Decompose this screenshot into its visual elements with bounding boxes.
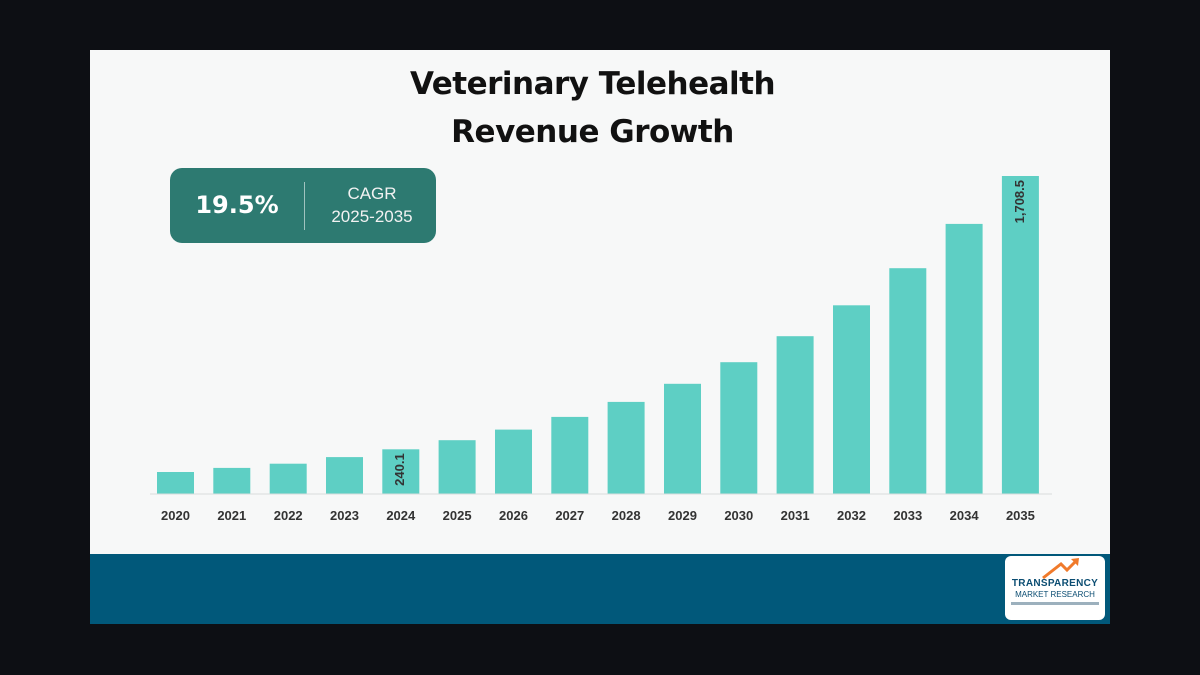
x-tick-label: 2024 bbox=[386, 508, 416, 523]
chart-title-line-1: Veterinary Telehealth bbox=[409, 66, 776, 102]
cagr-value: 19.5% bbox=[195, 191, 279, 219]
x-tick-label: 2029 bbox=[668, 508, 697, 523]
bar-2031 bbox=[776, 336, 814, 494]
bar-2026 bbox=[495, 429, 532, 494]
bar-2021 bbox=[213, 467, 251, 494]
cagr-callout: 19.5% CAGR 2025-2035 bbox=[170, 168, 436, 243]
labels-group: 2020 2021 2022 2023 2024 2025 2026 2027 2028 2029… bbox=[161, 180, 1035, 523]
data-label-2024: 240.1 bbox=[392, 453, 407, 486]
cagr-divider bbox=[304, 182, 305, 230]
x-tick-label: 2026 bbox=[499, 508, 528, 523]
bar-2027 bbox=[551, 416, 589, 494]
bar-2022 bbox=[269, 463, 307, 494]
bar-2024 bbox=[382, 449, 420, 494]
logo-text-primary: TRANSPARENCY bbox=[1011, 578, 1099, 589]
bar-2034 bbox=[945, 223, 983, 494]
bar-2035 bbox=[1001, 176, 1039, 494]
bar-2028 bbox=[607, 401, 645, 494]
chart-title-line-2: Revenue Growth bbox=[451, 114, 734, 150]
x-tick-label: 2025 bbox=[443, 508, 472, 523]
x-tick-label: 2031 bbox=[781, 508, 810, 523]
bar-2033 bbox=[889, 268, 927, 494]
logo: TRANSPARENCY MARKET RESEARCH bbox=[1005, 556, 1105, 620]
logo-tagline bbox=[1011, 602, 1099, 605]
bar-2020 bbox=[157, 472, 194, 494]
x-tick-label: 2035 bbox=[1006, 508, 1035, 523]
bar-2029 bbox=[664, 383, 701, 494]
x-tick-label: 2021 bbox=[217, 508, 246, 523]
logo-text-secondary: MARKET RESEARCH bbox=[1015, 590, 1095, 599]
x-tick-label: 2030 bbox=[724, 508, 753, 523]
x-tick-label: 2020 bbox=[161, 508, 190, 523]
data-label-2035: 1,708.5 bbox=[1012, 180, 1027, 223]
x-tick-label: 2023 bbox=[330, 508, 359, 523]
bar-2032 bbox=[833, 305, 870, 494]
x-tick-label: 2028 bbox=[612, 508, 641, 523]
bar-2023 bbox=[326, 457, 363, 494]
chart-card bbox=[90, 50, 1110, 554]
x-tick-label: 2034 bbox=[950, 508, 980, 523]
cagr-label: CAGR bbox=[347, 184, 397, 203]
footer-band bbox=[90, 554, 1110, 624]
bar-2025 bbox=[438, 440, 476, 494]
logo-arrow-icon bbox=[1042, 558, 1079, 580]
bars-group bbox=[157, 176, 1039, 494]
x-tick-label: 2027 bbox=[555, 508, 584, 523]
cagr-period: 2025-2035 bbox=[331, 207, 413, 226]
chart-title: Veterinary Telehealth Revenue Growth bbox=[90, 60, 1095, 156]
x-tick-label: 2033 bbox=[893, 508, 922, 523]
x-tick-label: 2032 bbox=[837, 508, 866, 523]
bar-2030 bbox=[720, 362, 758, 494]
x-tick-label: 2022 bbox=[274, 508, 303, 523]
